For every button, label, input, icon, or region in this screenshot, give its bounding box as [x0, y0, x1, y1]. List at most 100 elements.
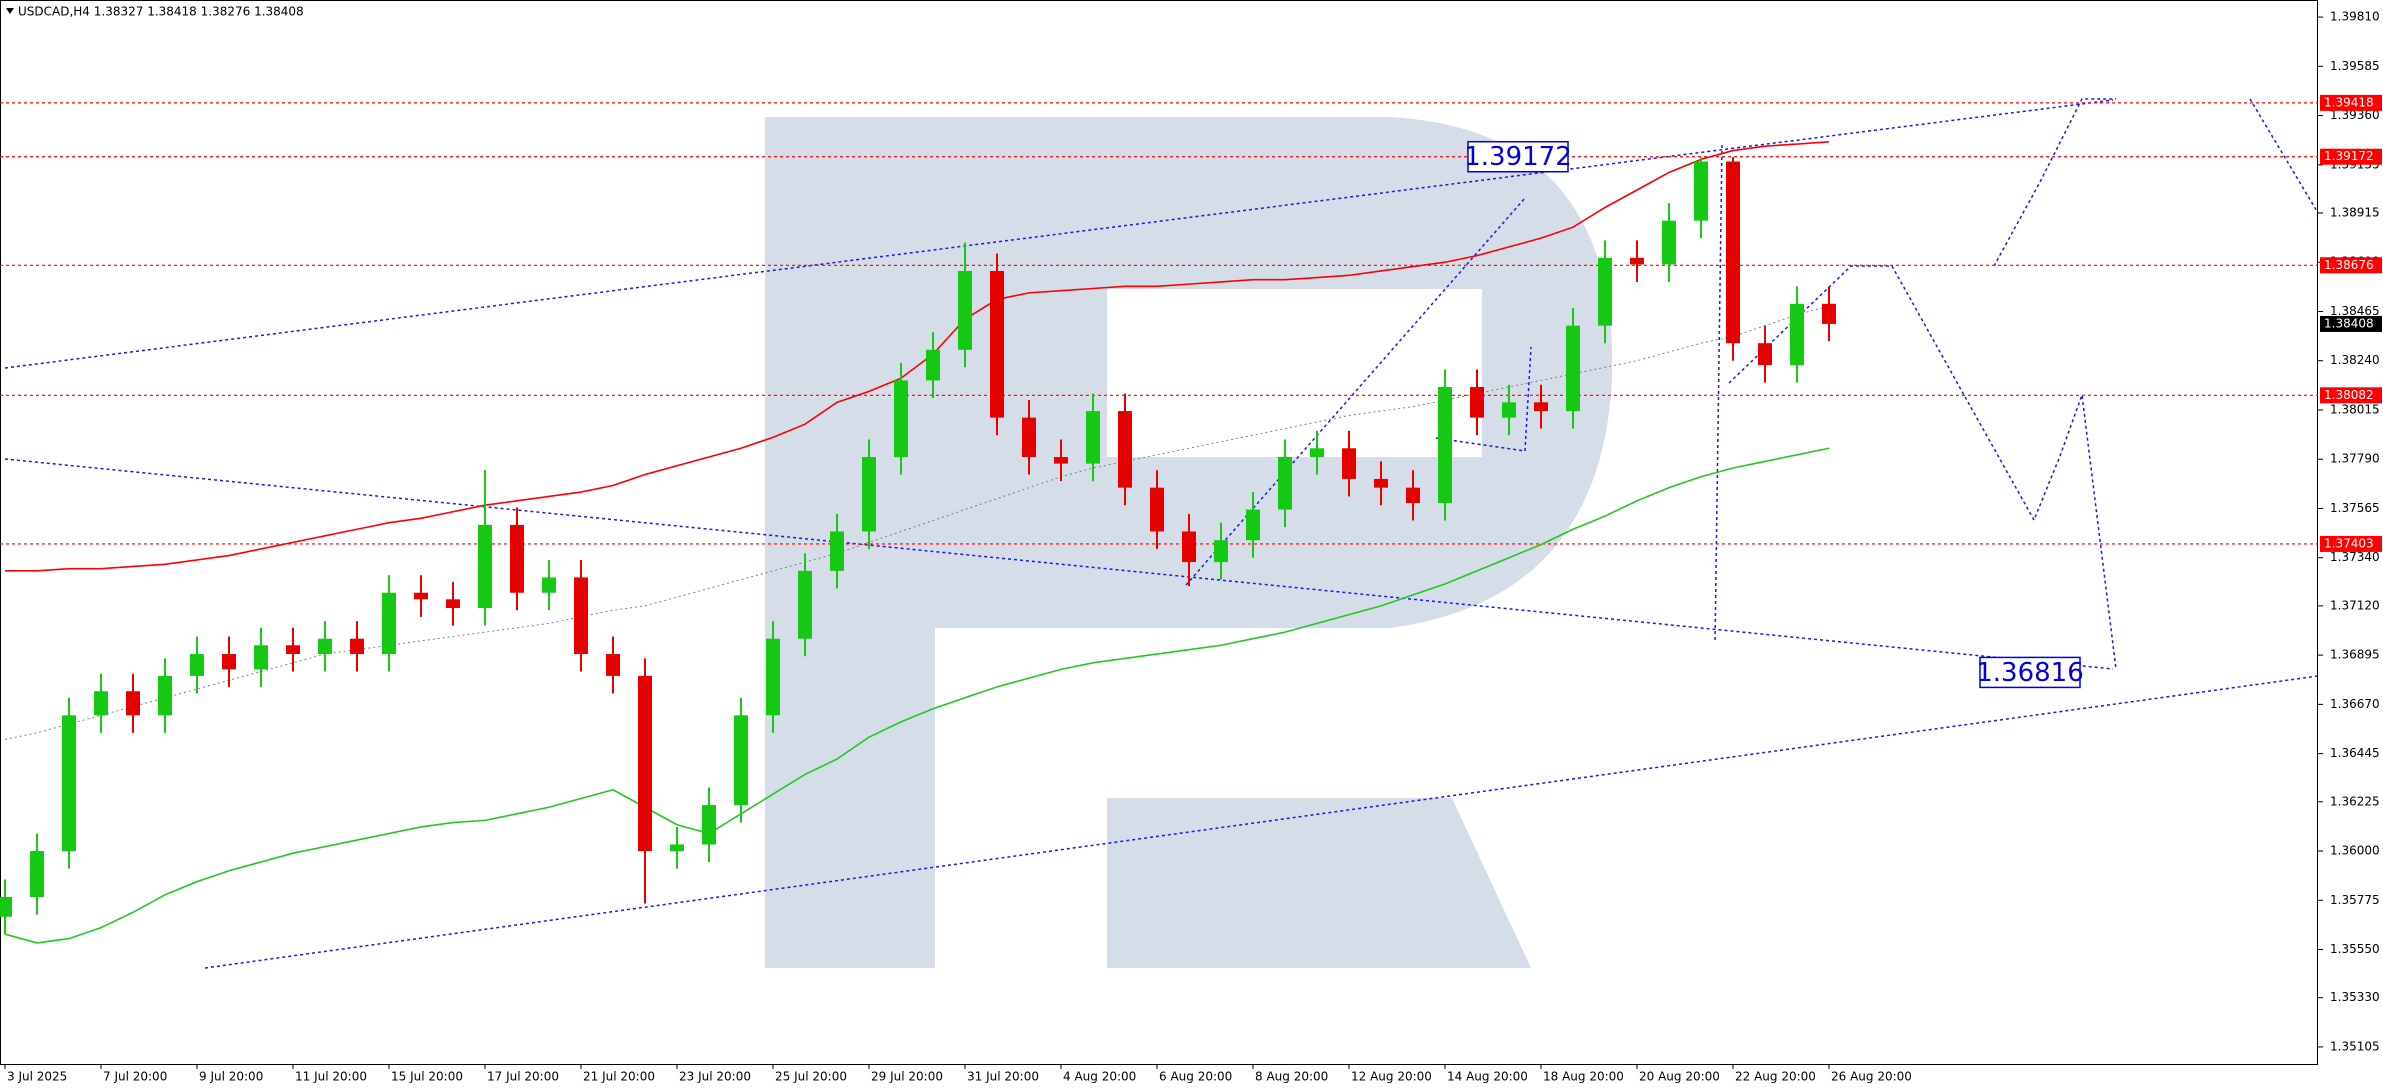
y-tick-label: 1.37565 [2330, 501, 2380, 515]
trend-lines [4, 98, 2319, 969]
level-label-box [2320, 94, 2382, 111]
candle-body [1150, 487, 1164, 532]
candle-body [1630, 257, 1644, 265]
y-tick-label: 1.36225 [2330, 794, 2380, 808]
level-label: 1.38676 [2324, 258, 2374, 272]
forecast-line [1185, 197, 1526, 586]
x-tick-label: 26 Aug 20:00 [1831, 1070, 1912, 1084]
x-tick-label: 14 Aug 20:00 [1447, 1070, 1528, 1084]
candle-body [1822, 303, 1836, 324]
candle-body [1118, 411, 1132, 488]
annotation-box [1979, 656, 2081, 689]
price-label-box [2320, 315, 2382, 332]
x-tick-label: 3 Jul 2025 [7, 1070, 67, 1084]
candle-body [862, 457, 876, 532]
x-tick-label: 4 Aug 20:00 [1063, 1070, 1136, 1084]
level-label-box [2320, 387, 2382, 404]
candle-body [1566, 325, 1580, 412]
candle-body [1758, 343, 1772, 366]
candle-body [1694, 161, 1708, 221]
candle-body [1534, 402, 1548, 412]
trend-line [204, 675, 2319, 969]
candle-body [62, 715, 76, 852]
candle-body [830, 531, 844, 571]
candle-body [286, 645, 300, 655]
candle-body [990, 270, 1004, 418]
candle-body [638, 675, 652, 852]
moving-average [5, 141, 1830, 572]
x-tick-label: 25 Jul 20:00 [775, 1070, 847, 1084]
candle-body [734, 715, 748, 806]
candle-body [1502, 402, 1516, 418]
candle-body [0, 896, 12, 917]
candle-body [414, 592, 428, 600]
y-tick-label: 1.36895 [2330, 648, 2380, 662]
candle-body [1278, 457, 1292, 510]
candle-body [1406, 487, 1420, 503]
candle-body [670, 844, 684, 852]
x-tick-label: 9 Jul 20:00 [199, 1070, 263, 1084]
y-tick-label: 1.39810 [2330, 10, 2380, 24]
candle-body [478, 524, 492, 609]
candle-body [1214, 540, 1228, 563]
level-label: 1.39172 [2324, 149, 2374, 163]
candle-body [1470, 386, 1484, 418]
candle-body [510, 524, 524, 593]
menu-triangle [6, 8, 14, 14]
x-tick-label: 23 Jul 20:00 [679, 1070, 751, 1084]
candle-body [350, 638, 364, 655]
candle-body [798, 570, 812, 639]
candle-body [958, 270, 972, 350]
candle-body [1598, 257, 1612, 326]
y-tick-label: 1.38915 [2330, 205, 2380, 219]
chart-title: USDCAD,H4 1.38327 1.38418 1.38276 1.3840… [18, 5, 304, 19]
candle-body [542, 577, 556, 593]
x-tick-label: 12 Aug 20:00 [1351, 1070, 1432, 1084]
candle-body [254, 645, 268, 670]
y-tick-label: 1.35330 [2330, 990, 2380, 1004]
candle-body [1054, 457, 1068, 464]
candle-body [126, 691, 140, 716]
candle-body [94, 691, 108, 716]
x-tick-label: 8 Aug 20:00 [1255, 1070, 1328, 1084]
level-label-box [2320, 535, 2382, 552]
watermark-leg [1107, 798, 1531, 968]
y-tick-label: 1.37790 [2330, 452, 2380, 466]
price-label: 1.38408 [2324, 316, 2374, 330]
candle-body [1374, 478, 1388, 488]
y-tick-label: 1.39360 [2330, 108, 2380, 122]
level-label: 1.39418 [2324, 95, 2374, 109]
candle-body [222, 654, 236, 670]
y-tick-label: 1.36000 [2330, 844, 2380, 858]
y-tick-label: 1.35550 [2330, 942, 2380, 956]
forecast-line [1993, 98, 2116, 267]
x-tick-label: 20 Aug 20:00 [1639, 1070, 1720, 1084]
level-label: 1.37403 [2324, 536, 2374, 550]
candle-body [1022, 417, 1036, 458]
y-tick-label: 1.39585 [2330, 59, 2380, 73]
level-label-box [2320, 257, 2382, 274]
level-label-box [2320, 148, 2382, 165]
plot-frame [0, 0, 2318, 1065]
x-tick-label: 15 Jul 20:00 [391, 1070, 463, 1084]
candle-body [190, 654, 204, 676]
level-label: 1.38082 [2324, 388, 2374, 402]
candle-body [1726, 161, 1740, 344]
candle-body [318, 638, 332, 655]
y-tick-label: 1.37120 [2330, 598, 2380, 612]
x-tick-label: 21 Jul 20:00 [583, 1070, 655, 1084]
candle-body [702, 805, 716, 845]
x-tick-label: 6 Aug 20:00 [1159, 1070, 1232, 1084]
trend-line [4, 99, 2114, 369]
x-tick-label: 29 Jul 20:00 [871, 1070, 943, 1084]
forecast-line [1714, 144, 1723, 644]
y-tick-label: 1.36445 [2330, 746, 2380, 760]
annotation-label: 1.39172 [1464, 142, 1572, 172]
x-tick-label: 31 Jul 20:00 [967, 1070, 1039, 1084]
forecast-line [1728, 265, 2117, 670]
moving-average [4, 447, 1830, 944]
y-tick-label: 1.38465 [2330, 304, 2380, 318]
candle-body [382, 592, 396, 655]
x-tick-label: 18 Aug 20:00 [1543, 1070, 1624, 1084]
